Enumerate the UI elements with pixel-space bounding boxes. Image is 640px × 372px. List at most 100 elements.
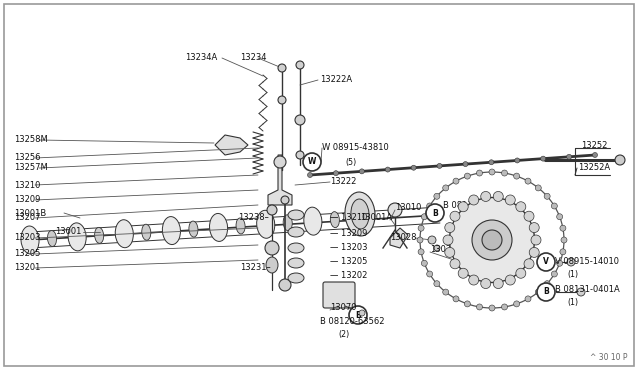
Circle shape — [561, 237, 567, 243]
Circle shape — [445, 247, 455, 257]
Circle shape — [535, 185, 541, 191]
Circle shape — [443, 185, 449, 191]
Polygon shape — [390, 228, 408, 248]
Ellipse shape — [236, 218, 245, 234]
Circle shape — [515, 158, 520, 163]
Circle shape — [296, 151, 304, 159]
Text: 13201: 13201 — [14, 263, 40, 273]
Text: 13231–: 13231– — [240, 263, 271, 273]
Circle shape — [524, 259, 534, 269]
Circle shape — [514, 301, 520, 307]
Polygon shape — [215, 135, 248, 155]
Circle shape — [502, 170, 508, 176]
Text: — 13210: — 13210 — [330, 214, 367, 222]
Text: (5): (5) — [345, 157, 356, 167]
Text: (2): (2) — [338, 330, 349, 339]
Circle shape — [537, 283, 555, 301]
Circle shape — [557, 260, 563, 266]
Ellipse shape — [115, 220, 133, 248]
Text: 13238–: 13238– — [238, 214, 269, 222]
Circle shape — [468, 275, 479, 285]
Circle shape — [535, 289, 541, 295]
Circle shape — [529, 247, 540, 257]
Circle shape — [468, 195, 479, 205]
Circle shape — [489, 160, 494, 165]
Text: B 08131-0401A: B 08131-0401A — [555, 285, 620, 295]
Circle shape — [481, 192, 491, 202]
Circle shape — [427, 271, 433, 277]
Ellipse shape — [266, 257, 278, 273]
Circle shape — [525, 178, 531, 184]
Text: (1): (1) — [567, 269, 578, 279]
Text: 13234A: 13234A — [185, 54, 217, 62]
Ellipse shape — [257, 210, 275, 238]
Text: (2): (2) — [457, 214, 468, 222]
Text: 13209: 13209 — [14, 196, 40, 205]
Circle shape — [458, 202, 468, 212]
Ellipse shape — [21, 226, 39, 254]
Ellipse shape — [304, 207, 322, 235]
Circle shape — [551, 271, 557, 277]
Circle shape — [577, 288, 585, 296]
Circle shape — [428, 236, 436, 244]
Ellipse shape — [288, 210, 304, 220]
Text: 13024C: 13024C — [505, 244, 537, 253]
Text: 13001B: 13001B — [14, 208, 46, 218]
FancyBboxPatch shape — [4, 4, 634, 366]
Circle shape — [529, 222, 540, 232]
Circle shape — [453, 296, 459, 302]
Text: 13258M: 13258M — [14, 135, 48, 144]
Text: 13222A: 13222A — [320, 76, 352, 84]
Text: B: B — [432, 208, 438, 218]
Circle shape — [489, 305, 495, 311]
Circle shape — [434, 281, 440, 287]
Circle shape — [445, 222, 455, 232]
Circle shape — [437, 163, 442, 169]
Ellipse shape — [142, 224, 151, 240]
Circle shape — [267, 205, 277, 215]
Ellipse shape — [351, 199, 369, 229]
Circle shape — [525, 296, 531, 302]
Circle shape — [418, 225, 424, 231]
Circle shape — [516, 202, 526, 212]
Circle shape — [443, 235, 453, 245]
Circle shape — [443, 289, 449, 295]
Circle shape — [560, 249, 566, 255]
Text: 13252A: 13252A — [578, 164, 610, 173]
Text: 13028: 13028 — [390, 234, 417, 243]
Ellipse shape — [388, 203, 402, 217]
Text: 13001: 13001 — [55, 228, 81, 237]
Ellipse shape — [288, 258, 304, 268]
Circle shape — [434, 193, 440, 199]
Circle shape — [349, 306, 367, 324]
Ellipse shape — [288, 243, 304, 253]
Text: 13207: 13207 — [14, 214, 40, 222]
Ellipse shape — [345, 192, 375, 236]
Text: (1): (1) — [567, 298, 578, 307]
Text: — 13209: — 13209 — [330, 228, 367, 237]
Text: B 08120-63562: B 08120-63562 — [320, 317, 385, 327]
Circle shape — [477, 170, 483, 176]
Ellipse shape — [68, 223, 86, 251]
Circle shape — [481, 279, 491, 289]
Circle shape — [281, 196, 289, 204]
Text: ^ 30 10 P: ^ 30 10 P — [590, 353, 627, 362]
Ellipse shape — [449, 198, 534, 282]
Circle shape — [450, 211, 460, 221]
Ellipse shape — [288, 273, 304, 283]
Text: B 08110-61662: B 08110-61662 — [443, 202, 508, 211]
Text: 13024: 13024 — [430, 246, 456, 254]
Circle shape — [493, 279, 503, 289]
Circle shape — [426, 204, 444, 222]
Text: B: B — [355, 311, 361, 320]
Text: 13210: 13210 — [14, 180, 40, 189]
Circle shape — [465, 301, 470, 307]
Text: V: V — [543, 257, 549, 266]
Circle shape — [453, 178, 459, 184]
Ellipse shape — [47, 231, 56, 247]
Circle shape — [279, 279, 291, 291]
Ellipse shape — [288, 227, 304, 237]
Ellipse shape — [95, 227, 104, 243]
Circle shape — [551, 203, 557, 209]
Circle shape — [537, 253, 555, 271]
